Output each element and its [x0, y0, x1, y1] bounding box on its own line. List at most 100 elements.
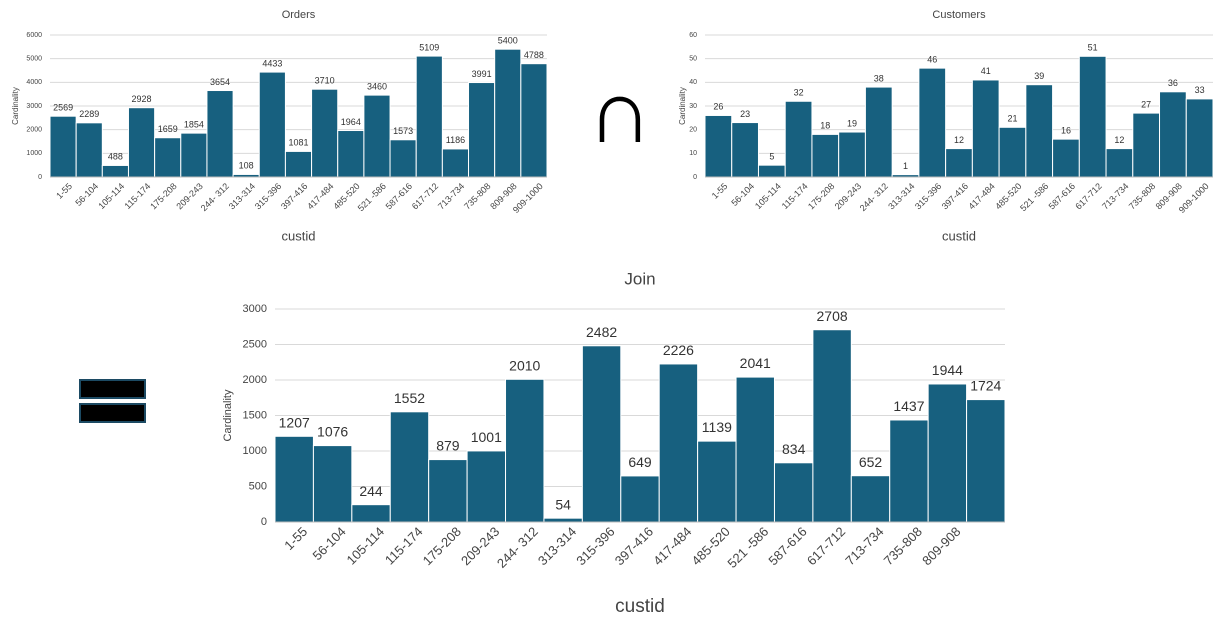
chart-title: Orders	[282, 9, 316, 21]
bar	[206, 90, 234, 178]
y-tick-label: 3000	[243, 303, 267, 315]
data-label: 46	[927, 54, 937, 64]
data-label: 5	[769, 151, 774, 161]
data-label: 16	[1061, 125, 1071, 135]
bar	[773, 462, 814, 523]
bar	[101, 164, 129, 178]
data-label: 26	[713, 102, 723, 112]
bar	[543, 517, 583, 523]
data-label: 2289	[79, 109, 99, 119]
x-tick-label: 244- 312	[494, 524, 541, 571]
data-label: 488	[108, 152, 123, 162]
bar	[620, 475, 660, 523]
bar	[784, 100, 813, 178]
x-tick-label: 397-416	[940, 181, 970, 211]
bar	[363, 94, 391, 178]
x-tick-label: 313-314	[886, 181, 916, 211]
bar	[864, 86, 893, 178]
x-tick-label: 713-734	[436, 181, 466, 211]
data-label: 51	[1088, 43, 1098, 53]
data-label: 33	[1195, 85, 1205, 95]
x-tick-label: 315-396	[253, 181, 283, 211]
x-tick-label: 1-55	[54, 181, 74, 201]
data-label: 1	[903, 161, 908, 171]
x-tick-label: 397-416	[612, 524, 656, 568]
y-tick-label: 20	[689, 127, 697, 134]
bar	[154, 137, 182, 178]
data-label: 12	[1114, 135, 1124, 145]
data-label: 649	[628, 454, 652, 470]
data-label: 18	[820, 121, 830, 131]
data-label: 3460	[367, 81, 387, 91]
x-tick-label: 105-114	[96, 181, 126, 211]
bar	[258, 71, 286, 178]
chart-title: Customers	[932, 9, 986, 21]
x-tick-label: 115-174	[780, 181, 810, 211]
equals-bar	[79, 403, 146, 423]
y-tick-label: 4000	[26, 79, 42, 86]
bar	[428, 459, 468, 523]
y-tick-label: 60	[689, 32, 697, 39]
bar	[966, 399, 1006, 523]
data-label: 879	[436, 438, 460, 454]
data-label: 5400	[498, 35, 518, 45]
bar	[927, 383, 968, 523]
bar	[284, 150, 313, 178]
bar	[811, 133, 840, 178]
bar	[494, 48, 522, 178]
bar	[520, 63, 548, 178]
bar	[351, 504, 391, 523]
bar	[812, 329, 852, 523]
data-label: 23	[740, 109, 750, 119]
data-label: 2482	[586, 324, 617, 340]
y-tick-label: 1500	[243, 409, 267, 421]
data-label: 2226	[663, 342, 694, 358]
data-label: 834	[782, 441, 806, 457]
data-label: 1724	[970, 378, 1001, 394]
bar	[49, 115, 77, 178]
x-tick-label: 713-734	[842, 524, 886, 568]
bar	[389, 139, 417, 178]
x-tick-label: 115-174	[123, 181, 153, 211]
y-tick-label: 0	[38, 174, 42, 181]
y-tick-label: 1000	[26, 150, 42, 157]
y-tick-label: 10	[689, 150, 697, 157]
y-tick-label: 50	[689, 56, 697, 63]
y-tick-label: 6000	[26, 32, 42, 39]
x-tick-label: 617-712	[1073, 181, 1103, 211]
data-label: 4433	[262, 58, 282, 68]
x-tick-label: 713-734	[1100, 181, 1130, 211]
bar	[838, 131, 866, 178]
data-label: 3654	[210, 77, 230, 87]
x-axis-label: custid	[615, 596, 665, 617]
bar	[735, 376, 775, 523]
bar	[889, 419, 929, 523]
data-label: 2010	[509, 357, 540, 373]
x-tick-label: 587-616	[384, 181, 414, 211]
bar	[971, 79, 1000, 178]
x-tick-label: 105-114	[753, 181, 783, 211]
x-tick-label: 417-484	[650, 524, 694, 568]
data-label: 1081	[288, 138, 308, 148]
bar	[468, 82, 496, 178]
bar	[998, 126, 1027, 178]
data-label: 1964	[341, 117, 361, 127]
bar	[1078, 55, 1107, 178]
bar	[581, 345, 622, 523]
x-tick-label: 617-712	[804, 524, 848, 568]
x-tick-label: 617-712	[410, 181, 440, 211]
y-tick-label: 2000	[26, 127, 42, 134]
bar	[1025, 84, 1054, 178]
data-label: 4788	[524, 50, 544, 60]
data-label: 108	[239, 161, 254, 171]
intersection-symbol: ∩	[588, 62, 653, 162]
bar	[757, 164, 786, 178]
x-tick-label: 244- 312	[199, 181, 231, 213]
bar	[918, 67, 947, 178]
bar	[389, 411, 430, 523]
data-label: 1552	[394, 390, 425, 406]
data-label: 2708	[817, 308, 848, 324]
x-tick-label: 735-808	[881, 524, 925, 568]
bar	[311, 88, 339, 178]
